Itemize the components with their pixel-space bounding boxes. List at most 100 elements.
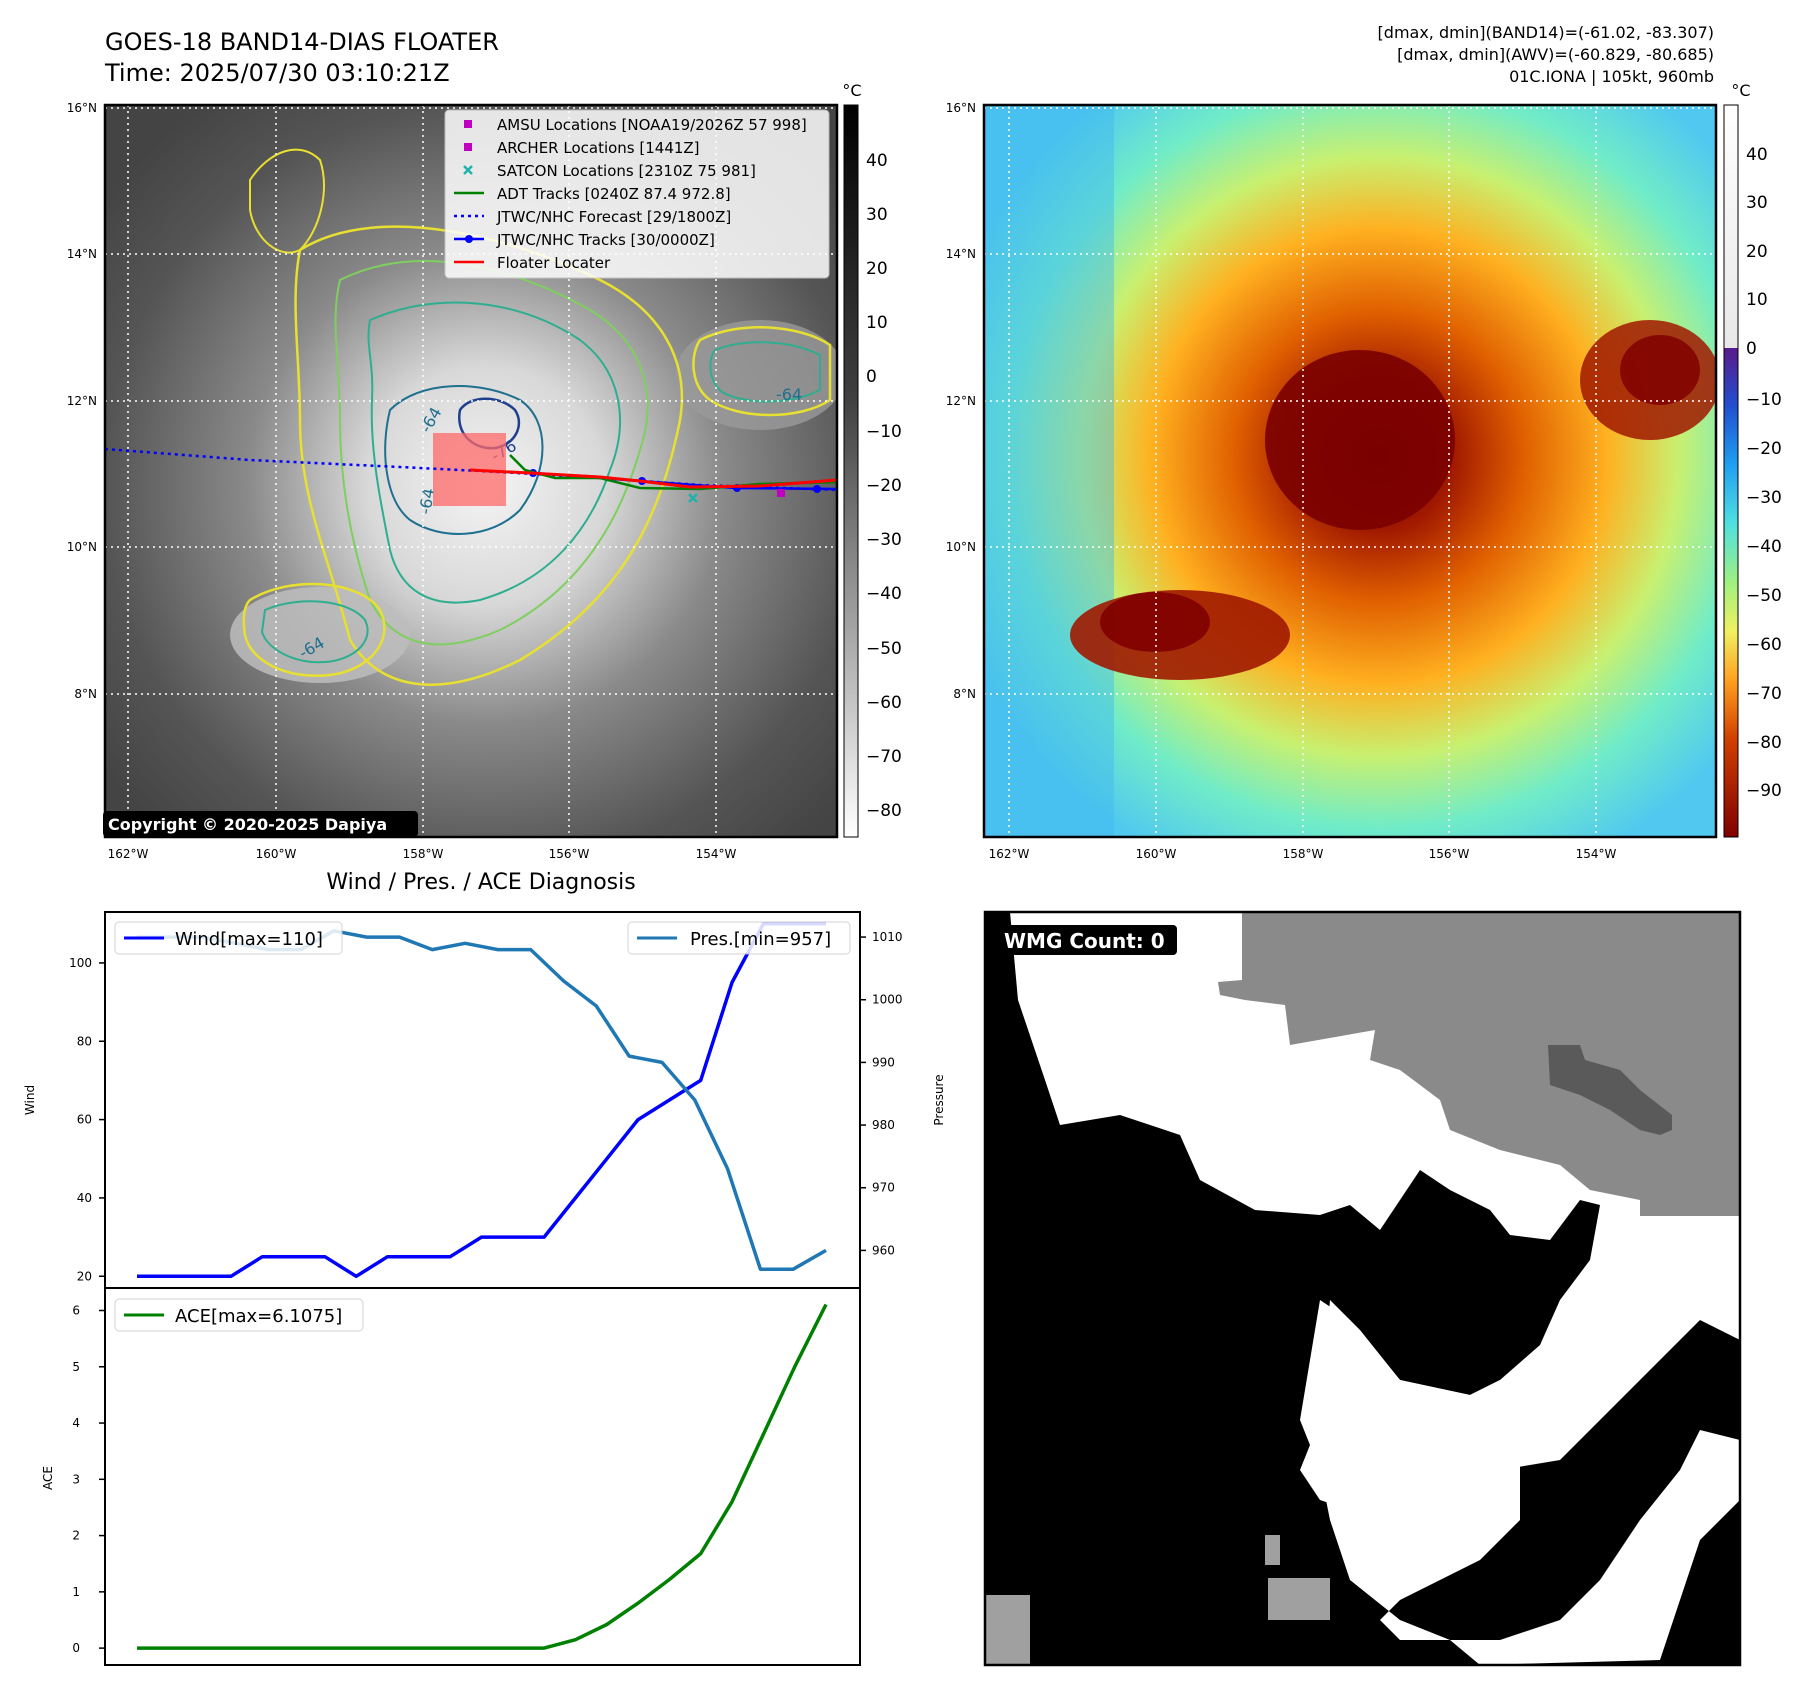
awv-gridlines	[984, 105, 1716, 837]
awv-map-frame	[982, 103, 1718, 839]
contour-label: -64	[776, 385, 802, 404]
cb1-tick: −20	[866, 476, 902, 496]
wmg-count-label: WMG Count: 0	[1004, 929, 1165, 953]
wind-tick-label: 60	[77, 1113, 92, 1127]
awv-map-panel	[984, 105, 1716, 837]
awv-lon-labels: 162°W 160°W 158°W 156°W 154°W	[989, 847, 1617, 861]
wmg-region-gray	[1218, 912, 1740, 1216]
wind-tick-label: 100	[69, 956, 92, 970]
ir-map-frame	[103, 103, 839, 839]
ace-tick-label: 2	[72, 1529, 80, 1543]
legend-label: AMSU Locations [NOAA19/2026Z 57 998]	[497, 116, 807, 134]
lat-label: 14°N	[67, 247, 97, 261]
wmg-gray-patch	[985, 1595, 1030, 1665]
cb2-tick: 10	[1746, 290, 1768, 310]
amsu-marker	[777, 489, 785, 497]
wind-axis-label: Wind	[23, 1085, 37, 1115]
ace-tick-label: 6	[72, 1304, 80, 1318]
lat-label: 16°N	[946, 101, 976, 115]
wmg-region-darkgray	[1548, 1045, 1672, 1135]
cb2-tick: −30	[1746, 488, 1782, 508]
cb2-tick: 40	[1746, 145, 1768, 165]
legend-marker-archer	[464, 143, 472, 151]
wmg-gray-patch	[1265, 1535, 1280, 1565]
floater-locater-track	[469, 468, 837, 489]
legend-marker-satcon	[463, 165, 473, 175]
ir-colorbar-unit: °C	[842, 81, 861, 100]
lat-label: 14°N	[946, 247, 976, 261]
lat-label: 8°N	[953, 687, 976, 701]
pressure-tick-label: 970	[872, 1181, 895, 1195]
wind-tick-label: 80	[77, 1034, 92, 1048]
figure-title-line2: Time: 2025/07/30 03:10:21Z	[104, 59, 450, 87]
cb2-tick: −10	[1746, 390, 1782, 410]
ir-colorbar-ticks: 40 30 20 10 0 −10 −20 −30 −40 −50 −60 −7…	[866, 151, 902, 821]
wind-legend: Wind[max=110]	[114, 921, 343, 955]
info-line3: 01C.IONA | 105kt, 960mb	[1509, 67, 1714, 86]
copyright-text: Copyright © 2020-2025 Dapiya	[108, 815, 387, 834]
ace-legend: ACE[max=6.1075]	[114, 1298, 364, 1332]
awv-cold-band-sw-core	[1100, 592, 1210, 652]
cb2-tick: −60	[1746, 635, 1782, 655]
cb1-tick: 20	[866, 259, 888, 279]
cb2-tick: −20	[1746, 439, 1782, 459]
ir-colorbar-gradient	[843, 104, 859, 838]
ace-legend-label: ACE[max=6.1075]	[175, 1306, 342, 1327]
wmg-region-black	[985, 912, 1740, 1665]
lon-label: 160°W	[1136, 847, 1177, 861]
lon-label: 160°W	[256, 847, 297, 861]
ace-marks: 0 1 2 3 4 5 6	[72, 1304, 828, 1655]
awv-colorbar-unit: °C	[1731, 81, 1750, 100]
figure-title-line1: GOES-18 BAND14-DIAS FLOATER	[105, 28, 499, 56]
cb1-tick: −30	[866, 530, 902, 550]
legend-label: JTWC/NHC Tracks [30/0000Z]	[496, 231, 715, 249]
ace-axis-label: ACE	[41, 1466, 55, 1490]
legend-label: ADT Tracks [0240Z 87.4 972.8]	[497, 185, 731, 203]
wmg-count-badge	[995, 925, 1177, 955]
wmg-gray-patch	[1268, 1578, 1330, 1620]
ir-lat-labels: 16°N 14°N 12°N 10°N 8°N	[67, 101, 97, 701]
awv-colorbar-ticks: 40 30 20 10 0 −10 −20 −30 −40 −50 −60 −7…	[1746, 145, 1782, 801]
legend-marker-tracks-dot	[465, 235, 473, 243]
lon-label: 156°W	[549, 847, 590, 861]
lon-label: 156°W	[1429, 847, 1470, 861]
lon-label: 158°W	[403, 847, 444, 861]
ace-tick-label: 5	[72, 1360, 80, 1374]
wind-legend-label: Wind[max=110]	[175, 929, 323, 950]
pressure-legend: Pres.[min=957]	[627, 921, 851, 955]
awv-cold-band-e-core	[1620, 335, 1700, 405]
lon-label: 154°W	[1576, 847, 1617, 861]
cb2-tick: 30	[1746, 193, 1768, 213]
cb1-tick: 40	[866, 151, 888, 171]
awv-lat-labels: 16°N 14°N 12°N 10°N 8°N	[946, 101, 976, 701]
legend-label: SATCON Locations [2310Z 75 981]	[497, 162, 756, 180]
lat-label: 12°N	[946, 394, 976, 408]
cb1-tick: −40	[866, 584, 902, 604]
pressure-tick-label: 990	[872, 1055, 895, 1069]
ace-tick-label: 4	[72, 1416, 80, 1430]
awv-colorbar: °C 40 30 20 10 0 −10 −20 −30 −40 −50 −60…	[1723, 81, 1782, 838]
ace-tick-label: 1	[72, 1585, 80, 1599]
wind-tick-label: 20	[77, 1269, 92, 1283]
pressure-axis-label: Pressure	[932, 1074, 946, 1125]
diagnosis-title: Wind / Pres. / ACE Diagnosis	[326, 870, 635, 895]
cb2-tick: −80	[1746, 733, 1782, 753]
cb2-tick: 20	[1746, 242, 1768, 262]
pressure-tick-label: 1010	[872, 930, 903, 944]
ir-colorbar: °C 40 30 20 10 0 −10 −20 −30 −40 −50 −60…	[842, 81, 902, 838]
awv-colorbar-bottom	[1724, 348, 1738, 837]
pressure-tick-label: 960	[872, 1243, 895, 1257]
legend-label: Floater Locater	[497, 254, 611, 272]
awv-colorbar-top	[1724, 105, 1738, 348]
pressure-legend-label: Pres.[min=957]	[690, 929, 831, 950]
contour-label: -64	[415, 487, 438, 516]
wind-tick-label: 40	[77, 1191, 92, 1205]
lat-label: 8°N	[74, 687, 97, 701]
cb2-tick: −50	[1746, 586, 1782, 606]
wind-pressure-axes	[104, 911, 861, 1289]
cb1-tick: 30	[866, 205, 888, 225]
lon-label: 154°W	[696, 847, 737, 861]
ace-tick-label: 3	[72, 1472, 80, 1486]
satcon-marker	[688, 493, 698, 503]
